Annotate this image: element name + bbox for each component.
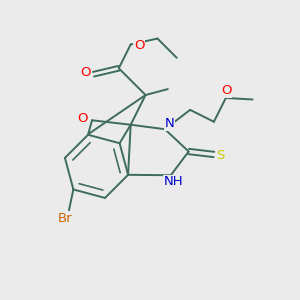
Text: O: O bbox=[80, 66, 91, 79]
Text: O: O bbox=[134, 40, 144, 52]
Text: Br: Br bbox=[58, 212, 73, 225]
Text: O: O bbox=[221, 84, 232, 98]
Text: S: S bbox=[216, 149, 225, 162]
Text: O: O bbox=[77, 112, 88, 125]
Text: NH: NH bbox=[164, 175, 183, 188]
Text: N: N bbox=[164, 117, 174, 130]
